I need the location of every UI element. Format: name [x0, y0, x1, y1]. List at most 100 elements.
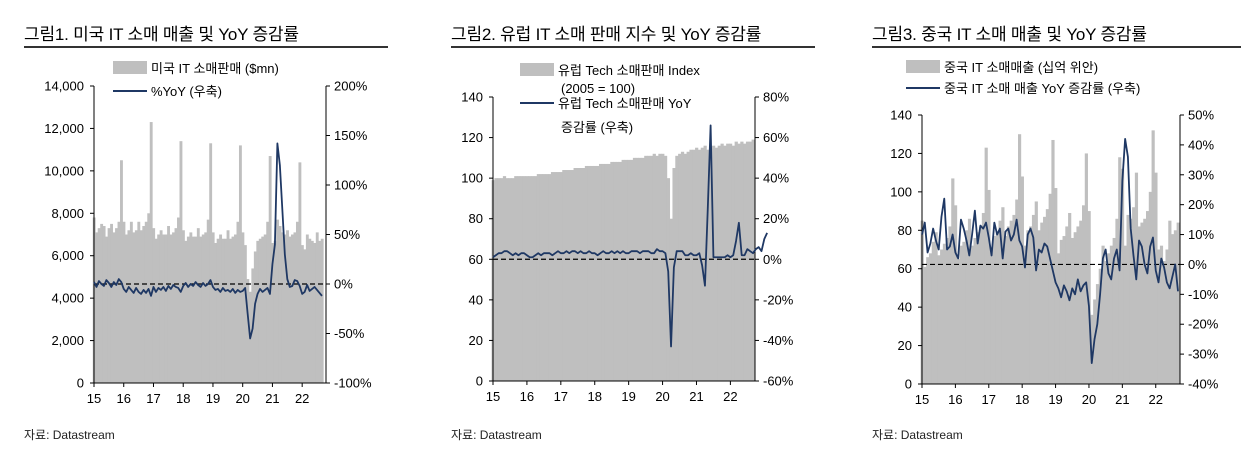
bar	[559, 172, 563, 381]
right-tick-label: -30%	[1188, 347, 1219, 362]
left-tick-label: 2,000	[51, 333, 84, 348]
bar	[243, 245, 247, 383]
bar	[926, 257, 930, 384]
bar	[598, 163, 603, 381]
bar	[502, 176, 507, 381]
x-tick-label: 20	[235, 391, 249, 406]
title-divider	[24, 46, 388, 48]
x-tick-label: 18	[588, 389, 602, 404]
europe-chart: 0 20 40 60 80 100 120 140 -60% -40% -20% 0% 20% 40% 60…	[461, 63, 794, 404]
left-tick-label: 10,000	[44, 163, 84, 178]
x-tick-label: 16	[117, 391, 131, 406]
bar	[139, 230, 143, 383]
bar	[505, 178, 509, 381]
bar	[1171, 234, 1175, 384]
bar	[281, 232, 284, 383]
bar	[1109, 245, 1114, 384]
bar	[951, 178, 955, 384]
bar	[177, 217, 180, 383]
right-tick-label: 0%	[1188, 257, 1207, 272]
bar	[276, 219, 280, 383]
bar	[154, 238, 158, 383]
bar	[102, 226, 106, 383]
bar	[1037, 230, 1041, 384]
right-tick-label: 80%	[763, 90, 789, 105]
bar	[539, 174, 543, 381]
bar	[122, 221, 126, 383]
left-tick-label: 4,000	[51, 291, 84, 306]
left-tick-label: 12,000	[44, 121, 84, 136]
bar	[593, 165, 597, 381]
bar	[709, 147, 713, 381]
bar	[278, 226, 282, 383]
right-tick-label: -40%	[1188, 377, 1219, 392]
bar	[1084, 153, 1088, 384]
right-tick-label: -20%	[1188, 317, 1219, 332]
bar	[159, 230, 163, 383]
source-note: 자료: Datastream	[451, 428, 542, 442]
bar	[1159, 245, 1164, 384]
bar	[234, 234, 237, 383]
bar	[238, 145, 242, 383]
bar	[286, 230, 289, 383]
bar	[226, 230, 230, 383]
left-tick-label: 60	[898, 261, 912, 276]
bar	[120, 160, 123, 383]
bar	[647, 155, 651, 381]
bar	[635, 157, 639, 381]
bar	[1176, 222, 1180, 384]
right-tick-label: 100%	[334, 178, 368, 193]
bar	[734, 141, 738, 381]
left-tick-label: 40	[469, 292, 483, 307]
bar	[241, 232, 245, 383]
bar	[562, 170, 566, 381]
bar	[937, 255, 941, 384]
bar	[531, 176, 535, 381]
x-tick-label: 22	[295, 391, 309, 406]
bar	[283, 234, 287, 383]
bar	[273, 240, 277, 383]
bar	[127, 230, 131, 383]
bar	[1004, 236, 1008, 384]
left-tick-label: 120	[890, 146, 912, 161]
right-tick-label: -20%	[763, 292, 794, 307]
bar	[610, 161, 614, 381]
bar	[1009, 220, 1013, 384]
bar	[137, 221, 141, 383]
bar	[923, 266, 927, 384]
bar	[570, 170, 574, 381]
right-tick-label: 20%	[1188, 197, 1214, 212]
bar	[1143, 218, 1147, 384]
bar	[295, 221, 299, 383]
bar	[315, 232, 319, 383]
bar	[956, 259, 960, 384]
bar	[1098, 268, 1102, 384]
bar	[288, 236, 292, 383]
title-divider	[872, 46, 1241, 48]
bar	[318, 240, 322, 383]
bar	[1095, 284, 1100, 384]
bar	[189, 232, 193, 383]
bar	[310, 240, 314, 383]
bar	[134, 230, 138, 383]
bar	[1065, 226, 1069, 384]
bar	[184, 240, 188, 383]
bar	[1034, 201, 1038, 384]
x-tick-label: 20	[1082, 392, 1096, 407]
bar	[737, 143, 741, 381]
bar	[1146, 211, 1150, 384]
bar	[525, 176, 529, 381]
bar	[728, 143, 733, 381]
left-tick-label: 120	[461, 130, 483, 145]
bar	[256, 240, 260, 383]
bar	[970, 245, 974, 384]
bar	[607, 163, 611, 381]
bar	[726, 143, 730, 381]
bar	[1132, 207, 1136, 384]
bar	[548, 174, 552, 381]
us-chart: 0 2,000 4,000 6,000 8,000 10,000 12,000 14,000 -…	[44, 61, 372, 406]
bar	[142, 226, 146, 383]
bar	[740, 141, 744, 381]
yoy-series-line	[921, 138, 1179, 364]
x-tick-label: 20	[655, 389, 669, 404]
